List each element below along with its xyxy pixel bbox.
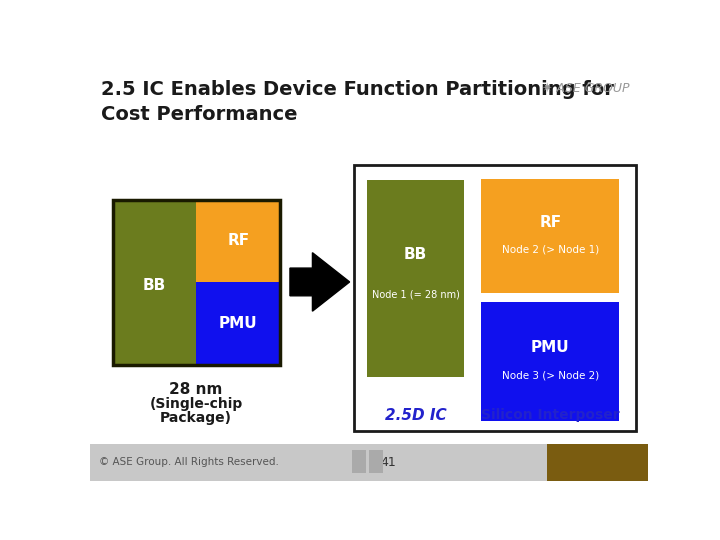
Text: RF: RF: [227, 233, 249, 248]
Bar: [113, 200, 196, 365]
Text: Node 2 (> Node 1): Node 2 (> Node 1): [502, 245, 599, 254]
Text: 2.5 IC Enables Device Function Partitioning for: 2.5 IC Enables Device Function Partition…: [101, 80, 613, 99]
Bar: [196, 200, 279, 282]
Bar: [354, 165, 636, 430]
Text: ✷ ASE GROUP: ✷ ASE GROUP: [542, 82, 630, 94]
Text: Node 1 (= 28 nm): Node 1 (= 28 nm): [372, 289, 459, 299]
Text: 2.5D IC: 2.5D IC: [384, 408, 446, 423]
Text: 41: 41: [380, 456, 396, 469]
Bar: [113, 200, 280, 365]
Text: (Single-chip: (Single-chip: [150, 397, 243, 411]
Bar: [547, 444, 648, 481]
Text: PMU: PMU: [219, 316, 258, 331]
Bar: [482, 179, 619, 293]
Bar: [369, 450, 383, 473]
Text: 28 nm: 28 nm: [169, 382, 223, 397]
Text: Package): Package): [160, 411, 232, 426]
Bar: [196, 282, 279, 364]
Text: Silicon Interposer: Silicon Interposer: [481, 408, 620, 422]
Bar: [367, 180, 464, 377]
Polygon shape: [290, 253, 350, 311]
Text: Cost Performance: Cost Performance: [101, 105, 297, 124]
Bar: [352, 450, 366, 473]
Text: BB: BB: [143, 278, 166, 293]
Text: RF: RF: [539, 214, 562, 230]
Bar: [482, 302, 619, 421]
Text: PMU: PMU: [531, 340, 570, 355]
Text: BB: BB: [404, 247, 427, 262]
Text: Node 3 (> Node 2): Node 3 (> Node 2): [502, 371, 599, 381]
Bar: [90, 444, 648, 481]
Text: © ASE Group. All Rights Reserved.: © ASE Group. All Rights Reserved.: [99, 457, 279, 467]
